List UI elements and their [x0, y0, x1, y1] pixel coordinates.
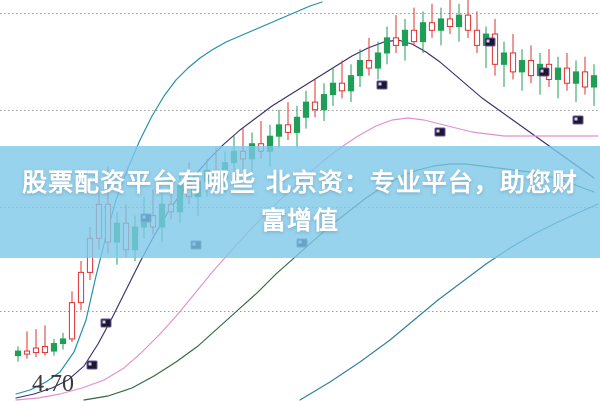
candle: [356, 49, 364, 88]
candle: [419, 11, 427, 53]
candle: [41, 325, 49, 356]
annotation-marker: [484, 37, 496, 47]
candle: [500, 41, 508, 88]
ma-line-ma-mid: [15, 39, 595, 399]
candle: [509, 34, 517, 80]
candle: [329, 68, 337, 106]
candle: [572, 60, 580, 103]
candle: [554, 56, 562, 99]
candle: [347, 64, 355, 103]
candle: [527, 45, 535, 84]
candle: [383, 26, 391, 65]
candle: [428, 3, 436, 38]
annotation-marker: [434, 127, 446, 137]
candle: [275, 109, 283, 148]
promo-banner-headline: 股票配资平台有哪些 北京资：专业平台，助您财富增值: [22, 168, 578, 235]
candle: [464, 0, 472, 38]
candle: [491, 18, 499, 76]
ma-line-ma-short: [15, 1, 323, 395]
candle: [446, 0, 454, 35]
candle: [365, 37, 373, 76]
candle: [473, 11, 481, 53]
candle: [311, 79, 319, 118]
candle: [392, 15, 400, 53]
candle: [518, 49, 526, 91]
candle: [293, 105, 301, 148]
candle: [59, 332, 67, 350]
candle: [284, 102, 292, 140]
candle: [320, 83, 328, 122]
annotation-marker: [100, 318, 112, 328]
annotation-marker: [538, 67, 550, 77]
candle: [455, 3, 463, 42]
candle: [563, 52, 571, 91]
annotation-marker: [376, 80, 388, 90]
candle: [374, 41, 382, 80]
candle: [302, 90, 310, 129]
candle: [23, 331, 31, 359]
candle: [68, 291, 76, 342]
annotation-marker: [572, 115, 584, 125]
candle: [590, 64, 598, 106]
candle: [482, 26, 490, 69]
candle: [14, 346, 22, 362]
candle: [77, 261, 85, 311]
candle: [410, 7, 418, 46]
price-axis-label: 4.70: [32, 371, 74, 397]
candle: [50, 338, 58, 356]
candle: [581, 56, 589, 95]
candle: [401, 18, 409, 61]
candle: [338, 60, 346, 99]
annotation-marker: [86, 360, 98, 370]
candle: [32, 329, 40, 358]
candle: [437, 7, 445, 46]
promo-banner-overlay: 股票配资平台有哪些 北京资：专业平台，助您财富增值: [0, 146, 600, 258]
